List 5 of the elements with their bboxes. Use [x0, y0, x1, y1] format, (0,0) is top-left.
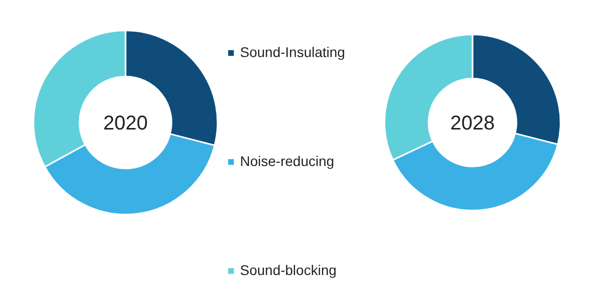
- legend-label: Noise-reducing: [240, 153, 334, 169]
- text: 2028: [450, 112, 495, 134]
- legend-label: Sound-blocking: [240, 262, 337, 278]
- legend-label: Sound-Insulating: [240, 44, 346, 60]
- text: 2020: [103, 112, 148, 134]
